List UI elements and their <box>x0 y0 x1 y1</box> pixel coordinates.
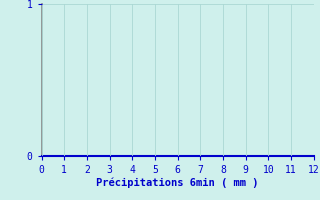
X-axis label: Précipitations 6min ( mm ): Précipitations 6min ( mm ) <box>96 178 259 188</box>
